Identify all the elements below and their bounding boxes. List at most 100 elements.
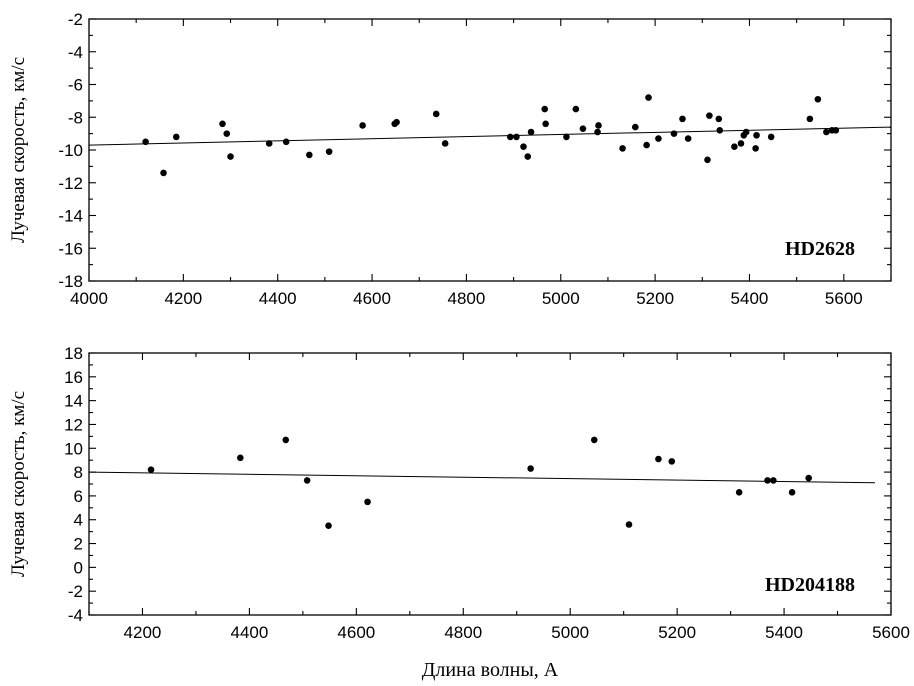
- y-tick-label: -8: [68, 108, 83, 127]
- data-point: [520, 143, 527, 151]
- y-tick-label: 6: [74, 487, 83, 506]
- y-tick-label: 16: [64, 368, 83, 387]
- star-annotation: HD204188: [765, 574, 855, 596]
- data-point: [432, 110, 440, 118]
- data-point: [632, 123, 639, 131]
- y-tick-label: -4: [68, 43, 83, 62]
- y-axis-label: Лучевая скорость, км/с: [8, 57, 29, 243]
- data-point: [441, 140, 449, 147]
- data-point: [645, 94, 652, 101]
- data-point: [282, 436, 290, 444]
- y-tick-label: 10: [64, 439, 83, 458]
- fit-line: [88, 126, 892, 146]
- data-point: [219, 120, 226, 128]
- data-point: [325, 522, 332, 529]
- tick-marks: [88, 18, 892, 282]
- data-point: [770, 477, 777, 484]
- y-tick-label: -2: [68, 10, 83, 29]
- y-tick-label: 8: [74, 463, 83, 482]
- data-point: [655, 455, 662, 463]
- data-point: [303, 477, 311, 484]
- x-tick-label: 5200: [658, 623, 696, 642]
- data-point: [595, 122, 602, 129]
- data-point: [527, 465, 534, 472]
- x-tick-labels: 4200 4400 4600 4800 5000 5200 5400 5600: [124, 623, 910, 642]
- y-tick-labels: -4 -2 0 2 4 6 8 10 12 14 16 18: [64, 344, 83, 625]
- data-point: [655, 135, 662, 142]
- data-point: [506, 133, 514, 141]
- data-point: [706, 112, 713, 119]
- data-point: [325, 148, 333, 155]
- chart-panel-hd204188: 4200 4400 4600 4800 5000 5200 5400 5600 -4 -2 0 2 4…: [8, 344, 910, 681]
- x-tick-label: 5600: [872, 623, 910, 642]
- y-tick-label: 18: [64, 344, 83, 363]
- data-point: [364, 498, 371, 506]
- data-point: [563, 133, 570, 141]
- data-point: [643, 141, 650, 149]
- data-point: [764, 477, 771, 484]
- fit-line: [88, 471, 875, 484]
- x-tick-label: 4600: [337, 623, 375, 642]
- y-tick-label: 14: [64, 392, 83, 411]
- x-tick-label: 5200: [636, 289, 674, 308]
- data-point: [684, 135, 692, 142]
- data-point: [359, 122, 366, 129]
- data-points: [142, 94, 840, 177]
- x-tick-label: 5400: [731, 289, 769, 308]
- x-tick-label: 5600: [825, 289, 863, 308]
- data-point: [594, 128, 601, 136]
- data-point: [788, 489, 796, 496]
- data-point: [579, 125, 587, 133]
- data-point: [832, 127, 840, 134]
- data-point: [142, 138, 149, 146]
- y-tick-label: -6: [68, 76, 83, 95]
- x-tick-label: 5000: [542, 289, 580, 308]
- y-tick-label: 0: [74, 558, 83, 577]
- data-point: [731, 143, 738, 151]
- x-tick-label: 5000: [551, 623, 589, 642]
- x-tick-label: 4400: [259, 289, 297, 308]
- data-point: [513, 133, 520, 141]
- data-point: [619, 145, 626, 152]
- x-tick-label: 4200: [124, 623, 162, 642]
- y-tick-label: -14: [58, 207, 83, 226]
- data-point: [524, 153, 532, 160]
- data-point: [223, 130, 231, 137]
- y-tick-labels: -18 -16 -14 -12 -10 -8 -6 -4 -2: [58, 10, 83, 291]
- data-point: [160, 169, 167, 177]
- y-tick-label: -12: [58, 174, 83, 193]
- x-axis-label: Длина волны, А: [422, 659, 559, 681]
- y-tick-label: -2: [68, 582, 83, 601]
- tick-marks: [88, 352, 892, 616]
- data-point: [668, 458, 676, 465]
- y-tick-label: 4: [74, 511, 83, 530]
- y-tick-label: 12: [64, 415, 83, 434]
- data-point: [572, 105, 580, 113]
- x-tick-label: 4200: [164, 289, 202, 308]
- chart-panel-hd2628: 4000 4200 4400 4600 4800 5000 5200 5400 5600 -18…: [8, 10, 892, 308]
- y-axis-label: Лучевая скорость, км/с: [8, 391, 29, 577]
- x-tick-label: 4400: [230, 623, 268, 642]
- data-point: [806, 115, 814, 123]
- data-point: [147, 466, 155, 474]
- data-point: [393, 118, 400, 126]
- data-point: [670, 130, 678, 137]
- data-point: [590, 436, 598, 444]
- plot-frame: [88, 18, 892, 282]
- data-point: [715, 115, 723, 123]
- data-point: [541, 105, 549, 113]
- data-point: [172, 133, 180, 141]
- data-point: [814, 95, 822, 103]
- data-point: [716, 127, 724, 134]
- data-points: [147, 436, 812, 529]
- y-tick-label: -4: [68, 606, 83, 625]
- data-point: [753, 131, 760, 139]
- data-point: [823, 128, 830, 136]
- data-point: [282, 138, 290, 146]
- data-point: [542, 120, 549, 128]
- star-annotation: HD2628: [785, 238, 855, 260]
- data-point: [805, 474, 812, 482]
- data-point: [679, 115, 686, 123]
- y-tick-label: -16: [58, 239, 83, 258]
